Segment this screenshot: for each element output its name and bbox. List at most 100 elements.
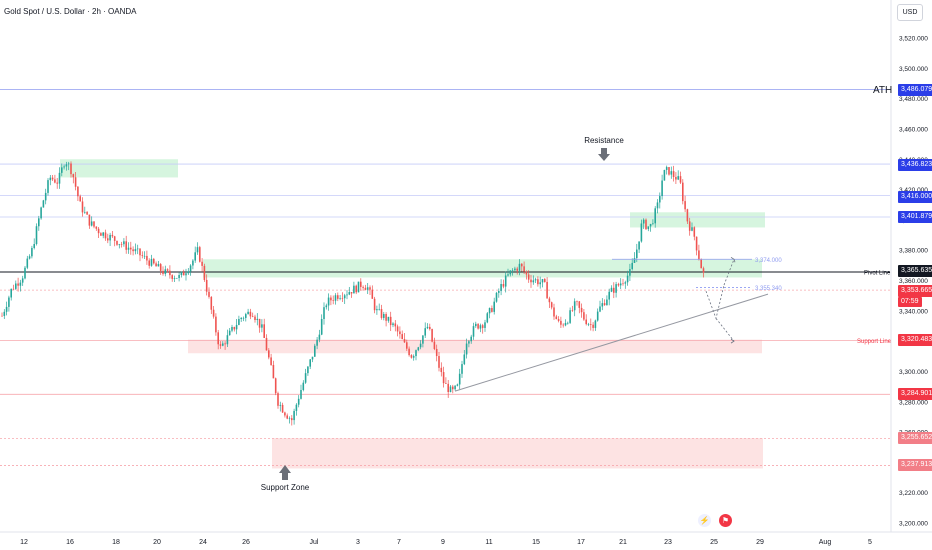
candles-layer [1,161,705,426]
x-tick-label: 24 [199,539,207,546]
currency-button[interactable]: USD [897,4,923,21]
candle-body [537,279,539,285]
candle-body [341,298,344,299]
price-tag-resistance: 3,436.823 [898,159,932,171]
x-tick-label: 21 [619,539,627,546]
candle-body [477,323,479,329]
candle-body [139,248,141,256]
candle-body [180,272,183,275]
candle-body [654,208,656,224]
lightning-icon[interactable]: ⚡ [698,514,711,527]
candle-body [617,284,620,286]
candle-body [624,282,627,284]
candle-body [475,323,477,327]
candle-body [452,386,454,390]
candle-body [205,279,208,292]
candle-body [364,287,367,290]
candle-body [514,268,516,271]
candle-body [300,389,302,399]
candle-body [426,326,429,329]
candle-body [314,345,316,357]
candle-body [541,279,544,283]
price-tag-3401: 3,401.879 [898,211,932,223]
x-tick-label: 18 [112,539,120,546]
x-tick-label: 9 [441,539,445,546]
candle-body [592,324,594,328]
candle-body [125,241,127,250]
candle-body [297,398,300,405]
candle-body [228,330,231,336]
candle-body [208,291,210,297]
candle-body [54,179,56,183]
x-tick-label: Jul [310,539,319,546]
target-label-upper: 3,374.000 [755,258,782,264]
price-tag-ath: 3,486.079 [898,84,932,96]
ath-label: ATH [873,85,893,96]
support-zone [272,438,763,469]
y-tick-label: 3,360.000 [899,278,928,285]
candle-body [606,299,608,306]
candle-body [263,324,265,338]
candle-body [601,303,604,307]
candle-body [245,314,247,318]
candle-body [693,227,696,237]
candle-body [385,314,387,321]
candle-body [56,182,58,184]
candle-body [691,227,693,231]
candle-body [481,325,484,328]
candle-body [325,305,328,308]
candle-body [150,258,153,266]
candle-body [479,325,482,329]
candle-body [26,258,29,268]
candle-body [550,302,553,308]
candle-body [132,249,134,252]
candle-body [203,265,206,280]
candle-body [164,269,167,274]
candle-body [672,171,675,177]
candle-body [546,281,548,299]
candle-body [265,337,268,351]
candle-body [642,219,645,224]
candle-body [594,320,597,328]
candle-body [576,301,578,302]
symbol-title[interactable]: Gold Spot / U.S. Dollar · 2h · OANDA [4,7,137,16]
candle-body [525,271,528,275]
candle-body [217,332,219,345]
candle-body [12,288,15,290]
candle-body [509,270,512,275]
x-tick-label: 5 [868,539,872,546]
candle-body [327,297,330,306]
candle-body [233,326,236,330]
candle-body [647,226,650,230]
candle-body [698,250,700,260]
candle-body [442,372,445,384]
candle-body [472,326,475,337]
candle-body [286,415,288,419]
candle-body [47,180,49,193]
flag-icon[interactable]: ⚑ [719,514,732,527]
candle-body [348,292,351,295]
candle-body [334,295,337,301]
candle-body [532,280,535,283]
y-tick-label: 3,420.000 [899,187,928,194]
candle-body [153,258,155,264]
candle-body [670,171,673,175]
candle-body [159,264,162,271]
candle-body [544,279,546,282]
candle-body [311,356,314,360]
candle-body [463,354,466,365]
candle-body [431,329,433,342]
support-zone-label: Support Zone [261,483,310,492]
candle-body [261,324,263,328]
candle-body [134,249,137,252]
candle-body [495,292,498,302]
candle-body [376,309,378,311]
y-tick-label: 3,200.000 [899,521,928,528]
candle-body [189,265,192,272]
candle-body [74,177,77,187]
candle-body [610,287,613,292]
candle-body [288,418,291,419]
candle-body [65,164,68,167]
candle-body [155,263,157,267]
